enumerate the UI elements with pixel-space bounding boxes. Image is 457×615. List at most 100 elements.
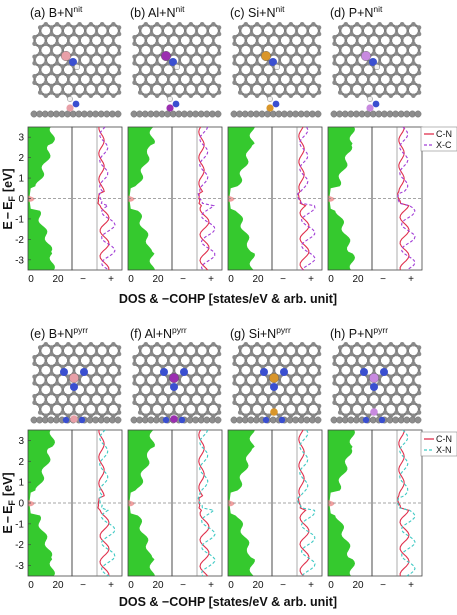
carbon-atom bbox=[71, 44, 77, 50]
carbon-atom bbox=[211, 400, 216, 406]
side-nitrogen-atom bbox=[378, 416, 386, 424]
side-carbon-atom bbox=[314, 110, 322, 118]
carbon-atom bbox=[132, 73, 137, 79]
carbon-atom bbox=[394, 25, 399, 30]
carbon-atom bbox=[211, 34, 216, 40]
y-tick-label: -2 bbox=[15, 235, 24, 246]
carbon-atom bbox=[154, 54, 160, 60]
carbon-atom bbox=[182, 25, 188, 30]
carbon-atom bbox=[37, 371, 43, 376]
carbon-atom bbox=[237, 64, 243, 69]
carbon-atom bbox=[349, 403, 354, 409]
carbon-atom bbox=[205, 351, 211, 357]
carbon-atom bbox=[149, 384, 154, 389]
carbon-atom bbox=[411, 60, 416, 66]
carbon-atom bbox=[154, 41, 160, 47]
carbon-atom bbox=[311, 73, 316, 79]
carbon-atom bbox=[311, 34, 316, 40]
carbon-atom bbox=[88, 393, 94, 399]
carbon-atom bbox=[216, 384, 222, 389]
carbon-atom bbox=[132, 374, 137, 380]
carbon-atom bbox=[266, 361, 271, 367]
carbon-atom bbox=[211, 73, 216, 79]
carbon-atom bbox=[377, 54, 382, 60]
side-nitrogen-atom bbox=[272, 100, 280, 108]
y-axis-title: E−EF[eV] bbox=[1, 168, 17, 229]
carbon-atom bbox=[82, 31, 88, 37]
carbon-atom bbox=[349, 364, 354, 370]
carbon-atom bbox=[371, 390, 377, 396]
carbon-atoms bbox=[32, 21, 122, 99]
carbon-atom bbox=[49, 410, 54, 415]
carbon-atom bbox=[137, 64, 143, 69]
cohp-tick-label: + bbox=[108, 274, 114, 285]
carbon-atom bbox=[316, 51, 322, 56]
carbon-atom bbox=[299, 54, 305, 60]
carbon-atom bbox=[354, 21, 360, 27]
nitrogen-atom bbox=[270, 383, 278, 391]
carbon-atom bbox=[199, 341, 205, 347]
carbon-atom bbox=[311, 361, 316, 367]
carbon-atom bbox=[299, 41, 305, 47]
carbon-atom bbox=[160, 83, 166, 89]
carbon-atom bbox=[377, 354, 382, 360]
carbon-atom bbox=[188, 21, 194, 27]
carbon-atom bbox=[154, 60, 160, 66]
carbon-atom bbox=[254, 393, 260, 399]
carbon-atom bbox=[377, 41, 382, 47]
carbon-atom bbox=[271, 403, 277, 409]
carbon-atom bbox=[105, 371, 111, 376]
carbon-atom bbox=[166, 41, 171, 47]
cohp-cn-curve bbox=[397, 429, 410, 577]
panel-g-top-view bbox=[232, 341, 322, 419]
dopant-atom bbox=[261, 51, 272, 62]
carbon-atom bbox=[416, 31, 422, 37]
carbon-atom bbox=[249, 31, 254, 37]
carbon-atom bbox=[82, 25, 88, 30]
panel-f-plot bbox=[127, 429, 223, 577]
carbon-atom bbox=[211, 374, 216, 380]
carbon-atom bbox=[377, 93, 382, 99]
carbon-atom bbox=[294, 403, 299, 409]
carbon-atom bbox=[237, 90, 243, 95]
carbon-atom bbox=[37, 90, 43, 95]
carbon-atom bbox=[343, 60, 349, 66]
carbon-atom bbox=[332, 380, 337, 386]
y-tick-label: 0 bbox=[18, 194, 24, 205]
carbon-atom bbox=[60, 390, 66, 396]
carbon-atom bbox=[382, 70, 388, 76]
carbon-atom bbox=[405, 83, 411, 89]
carbon-atom bbox=[394, 44, 399, 50]
carbon-atom bbox=[77, 21, 82, 27]
carbon-atom bbox=[205, 384, 211, 389]
carbon-atom bbox=[132, 361, 137, 367]
carbon-atom bbox=[216, 44, 222, 50]
carbon-atom bbox=[77, 93, 82, 99]
carbon-atom bbox=[177, 341, 182, 347]
carbon-atom bbox=[211, 393, 216, 399]
carbon-atom bbox=[211, 361, 216, 367]
carbon-atom bbox=[116, 403, 122, 409]
carbon-atom bbox=[49, 90, 54, 95]
nitrogen-atom bbox=[60, 368, 68, 376]
carbon-atom bbox=[71, 51, 77, 56]
dos-tick-label: 20 bbox=[152, 580, 164, 591]
carbon-atom bbox=[54, 73, 60, 79]
y-tick-label: -2 bbox=[15, 540, 24, 551]
carbon-atom bbox=[177, 361, 182, 367]
carbon-atom bbox=[199, 393, 205, 399]
carbon-atom bbox=[354, 354, 360, 360]
carbon-atom bbox=[343, 41, 349, 47]
carbon-atom bbox=[311, 393, 316, 399]
carbon-atom bbox=[243, 361, 249, 367]
side-hydrogen-atom bbox=[67, 96, 73, 102]
carbon-atom bbox=[37, 364, 43, 370]
carbon-atom bbox=[366, 21, 371, 27]
carbon-atom bbox=[260, 345, 266, 350]
carbon-atom bbox=[399, 354, 405, 360]
carbon-atom bbox=[316, 83, 322, 89]
carbon-atom bbox=[232, 354, 237, 360]
carbon-atom bbox=[249, 44, 254, 50]
carbon-atom bbox=[349, 64, 354, 69]
carbon-atom bbox=[405, 351, 411, 357]
